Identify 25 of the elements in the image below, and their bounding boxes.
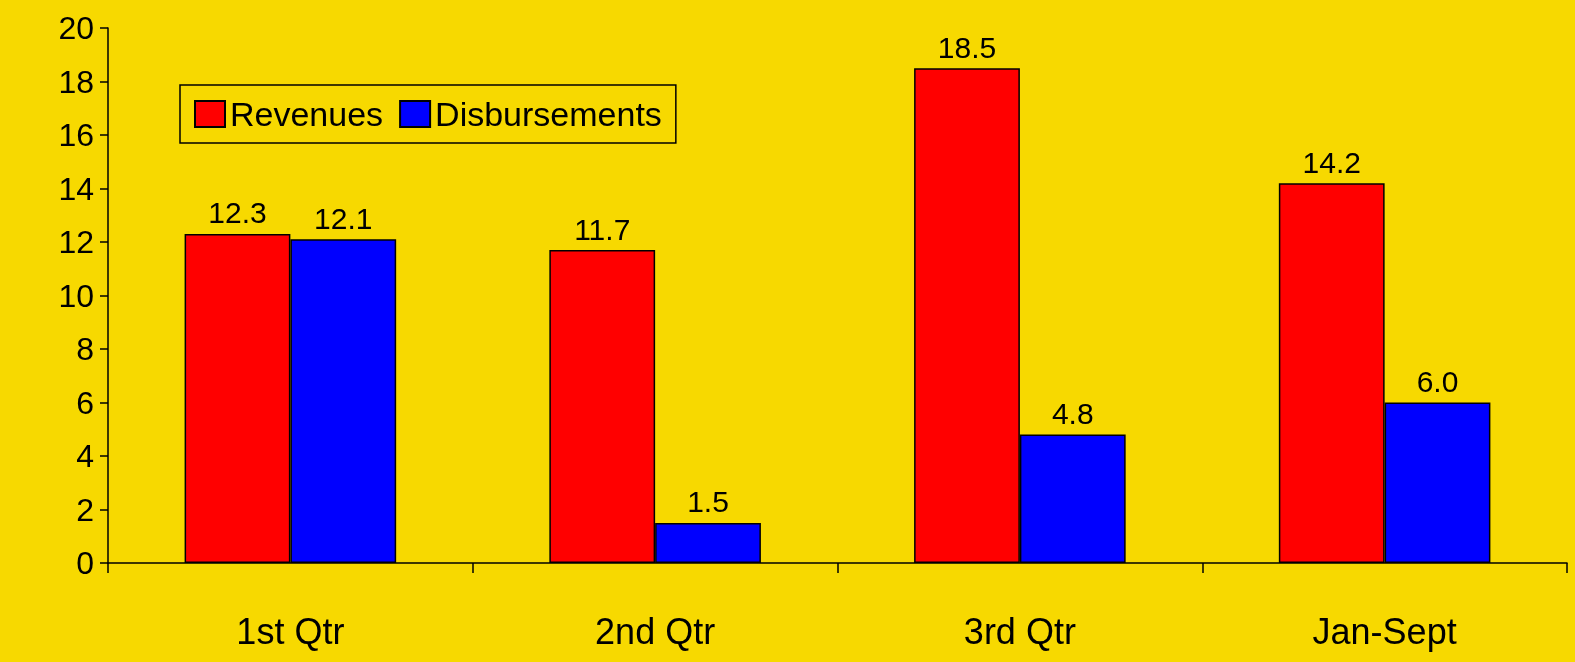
data-label: 4.8 — [1051, 397, 1094, 431]
legend-label: Disbursements — [435, 95, 662, 133]
data-label: 6.0 — [1416, 365, 1459, 398]
x-tick-label: 1st Qtr — [236, 610, 345, 652]
data-label: 12.1 — [314, 201, 373, 235]
data-label: 18.5 — [937, 30, 997, 64]
y-tick-label: 18 — [58, 63, 94, 100]
y-tick-label: 6 — [76, 384, 94, 421]
y-tick-label: 14 — [58, 170, 94, 207]
y-tick-label: 8 — [76, 331, 94, 367]
data-label: 11.7 — [574, 212, 631, 246]
y-tick-label: 4 — [76, 438, 94, 474]
x-tick-label: Jan-Sept — [1312, 610, 1457, 652]
y-tick-label: 10 — [58, 277, 94, 314]
y-tick-label: 0 — [76, 545, 94, 581]
y-tick-label: 12 — [58, 224, 94, 260]
x-tick-label: 3rd Qtr — [963, 610, 1076, 652]
y-tick-label: 16 — [58, 117, 94, 153]
y-tick-label: 2 — [76, 491, 94, 528]
x-tick-label: 2nd Qtr — [595, 610, 716, 652]
legend-label: Revenues — [230, 95, 384, 133]
data-label: 1.5 — [687, 485, 729, 519]
data-label: 12.3 — [208, 196, 267, 230]
y-tick-label: 20 — [58, 10, 94, 46]
data-label: 14.2 — [1302, 145, 1361, 179]
